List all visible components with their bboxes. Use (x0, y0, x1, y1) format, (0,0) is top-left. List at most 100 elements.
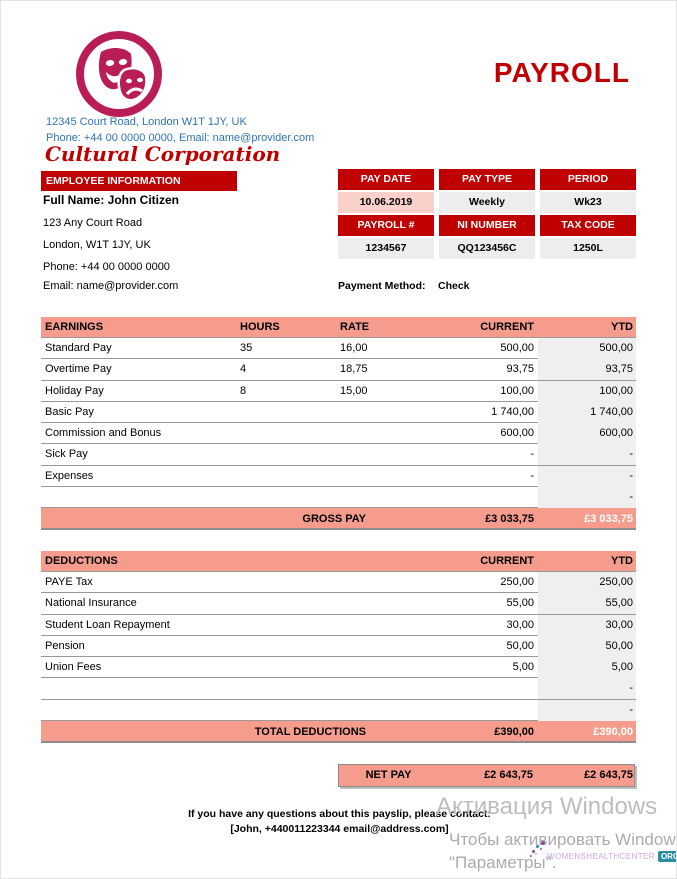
pay-info-table: PAY DATE PAY TYPE PERIOD 10.06.2019 Week… (338, 169, 636, 259)
earning-rate: 15,00 (340, 384, 368, 397)
deduction-name: Student Loan Repayment (45, 618, 170, 631)
earnings-table: EARNINGS HOURS RATE CURRENT YTD Standard… (41, 317, 636, 531)
footer-contact: If you have any questions about this pay… (1, 807, 676, 837)
deduction-ytd: 250,00 (538, 572, 636, 593)
windows-activation-watermark-line3: "Параметры". (449, 853, 557, 872)
table-row: National Insurance 55,00 55,00 (41, 593, 636, 615)
earning-ytd: 600,00 (538, 423, 636, 445)
theater-masks-icon (76, 31, 162, 117)
earning-hours (236, 487, 336, 508)
employee-address2: London, W1T 1JY, UK (43, 239, 151, 251)
deduction-ytd: 30,00 (538, 614, 636, 636)
table-row: - (41, 678, 636, 700)
deduction-current (444, 700, 538, 721)
table-row: Basic Pay 1 740,00 1 740,00 (41, 401, 636, 424)
ytd-col-header: YTD (611, 321, 633, 333)
company-address-line2: Phone: +44 00 0000 0000, Email: name@pro… (46, 132, 315, 144)
footer-line1: If you have any questions about this pay… (188, 808, 491, 820)
earnings-col-header: EARNINGS (45, 321, 104, 333)
windows-activation-watermark-line1: Активация Windows (436, 793, 658, 820)
net-pay-current: £2 643,75 (484, 769, 533, 781)
payroll-number-value: 1234567 (338, 238, 434, 259)
period-value: Wk23 (540, 192, 636, 213)
table-row: Standard Pay 35 16,00 500,00 500,00 (41, 338, 636, 360)
earning-current: 93,75 (506, 363, 534, 376)
earning-current: 500,00 (500, 342, 534, 354)
deduction-ytd: 55,00 (538, 593, 636, 615)
company-address: 12345 Court Road, London W1T 1JY, UK Pho… (46, 114, 314, 146)
tax-code-value: 1250L (540, 238, 636, 259)
earning-name: Standard Pay (45, 342, 112, 354)
earning-name: Holiday Pay (45, 384, 104, 397)
earning-ytd: 100,00 (538, 380, 636, 402)
deduction-ytd: 5,00 (538, 657, 636, 679)
earning-rate (336, 423, 444, 444)
deduction-name: PAYE Tax (45, 576, 93, 588)
period-header: PERIOD (540, 169, 636, 190)
table-row: Pension 50,00 50,00 (41, 635, 636, 658)
earning-name: Overtime Pay (45, 363, 112, 376)
net-pay-ytd: £2 643,75 (584, 769, 633, 781)
page-title: PAYROLL (493, 57, 630, 88)
deduction-ytd: - (538, 699, 636, 721)
deduction-current: 250,00 (500, 576, 534, 588)
deduction-current: 55,00 (506, 597, 534, 610)
earning-current (444, 487, 538, 508)
table-row: PAYE Tax 250,00 250,00 (41, 572, 636, 594)
earning-hours (236, 402, 336, 423)
earning-ytd: 93,75 (538, 359, 636, 381)
gross-pay-row: GROSS PAY £3 033,75 £3 033,75 (41, 508, 636, 531)
ni-number-value: QQ123456C (439, 238, 535, 259)
deduction-name (41, 678, 444, 699)
earning-hours (236, 423, 336, 444)
rate-col-header: RATE (340, 321, 370, 333)
earning-ytd: - (538, 444, 636, 466)
earning-name: Sick Pay (45, 448, 88, 461)
deduction-current: 5,00 (512, 661, 534, 674)
table-row: Sick Pay - - (41, 444, 636, 466)
table-row: - (41, 487, 636, 509)
whc-watermark-logo: WOMENSHEALTHCENTER ORG (527, 841, 676, 869)
employee-section-header: EMPLOYEE INFORMATION (41, 171, 237, 191)
earning-current: 100,00 (500, 384, 534, 397)
deduction-name: Union Fees (45, 661, 102, 674)
payroll-number-header: PAYROLL # (338, 215, 434, 236)
earning-current: - (530, 448, 534, 461)
earning-rate: 18,75 (340, 363, 368, 376)
earning-rate (336, 402, 444, 423)
whc-org-badge: ORG (657, 851, 676, 862)
earning-ytd: 500,00 (538, 338, 636, 359)
pay-type-value: Weekly (439, 192, 535, 213)
deduction-name: National Insurance (45, 597, 137, 610)
earning-ytd: 1 740,00 (538, 401, 636, 423)
net-pay-label: NET PAY (365, 769, 412, 781)
current-col-header: CURRENT (480, 555, 534, 567)
table-row: Student Loan Repayment 30,00 30,00 (41, 614, 636, 636)
deduction-name (41, 700, 444, 721)
company-address-line1: 12345 Court Road, London W1T 1JY, UK (46, 116, 247, 128)
employee-email: Email: name@provider.com (43, 280, 179, 292)
payment-method-label: Payment Method: (338, 280, 426, 292)
total-deductions-label: TOTAL DEDUCTIONS (254, 726, 366, 739)
payment-method: Payment Method: Check (338, 280, 470, 292)
deduction-ytd: - (538, 678, 636, 700)
deduction-name: Pension (45, 639, 85, 652)
employee-full-name: Full Name: John Citizen (43, 193, 180, 207)
earning-name: Commission and Bonus (45, 427, 162, 440)
ni-number-header: NI NUMBER (439, 215, 535, 236)
windows-activation-watermark-line2: Чтобы активировать Window (449, 830, 676, 849)
earning-name (41, 487, 236, 508)
earning-hours (236, 444, 336, 465)
earning-rate: 16,00 (340, 342, 368, 354)
deduction-current (444, 678, 538, 699)
earning-ytd: - (538, 465, 636, 487)
deduction-current: 30,00 (506, 618, 534, 631)
table-row: Overtime Pay 4 18,75 93,75 93,75 (41, 359, 636, 381)
earning-hours: 8 (240, 384, 247, 397)
table-row: Union Fees 5,00 5,00 (41, 657, 636, 679)
ytd-col-header: YTD (611, 555, 633, 567)
current-col-header: CURRENT (480, 321, 534, 333)
payment-method-value: Check (438, 280, 470, 292)
employee-address1: 123 Any Court Road (43, 217, 143, 229)
